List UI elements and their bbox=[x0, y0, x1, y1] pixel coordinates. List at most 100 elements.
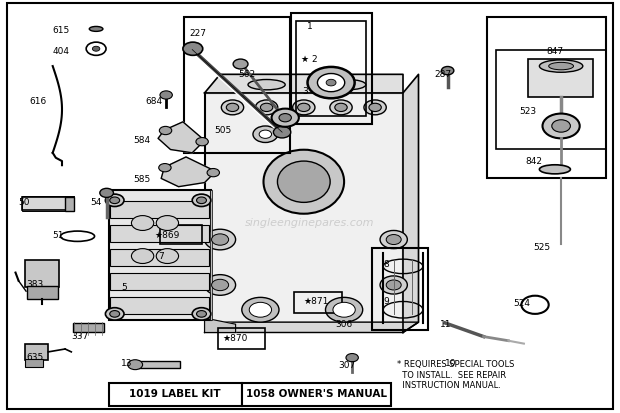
Bar bbox=[25, 344, 48, 360]
Text: 3: 3 bbox=[302, 87, 308, 96]
Text: 5: 5 bbox=[121, 282, 126, 292]
Text: 847: 847 bbox=[547, 47, 564, 56]
Circle shape bbox=[128, 360, 143, 370]
Bar bbox=[110, 273, 209, 290]
Text: 505: 505 bbox=[214, 126, 231, 135]
Bar bbox=[205, 93, 403, 332]
Circle shape bbox=[298, 103, 310, 112]
Bar bbox=[110, 201, 209, 218]
Bar bbox=[110, 249, 209, 266]
Text: 13: 13 bbox=[121, 359, 133, 368]
Circle shape bbox=[205, 275, 236, 295]
Text: 842: 842 bbox=[526, 157, 542, 166]
Bar bbox=[210, 190, 212, 320]
Text: 11: 11 bbox=[440, 320, 452, 329]
Polygon shape bbox=[205, 318, 236, 332]
Text: 227: 227 bbox=[189, 28, 206, 38]
Text: 9: 9 bbox=[384, 297, 389, 306]
Ellipse shape bbox=[539, 60, 583, 72]
Ellipse shape bbox=[278, 161, 330, 202]
Circle shape bbox=[156, 249, 179, 263]
Circle shape bbox=[92, 46, 100, 51]
Circle shape bbox=[380, 276, 407, 294]
Circle shape bbox=[317, 74, 345, 92]
Bar bbox=[496, 50, 606, 149]
Polygon shape bbox=[161, 157, 216, 187]
Circle shape bbox=[192, 308, 211, 320]
Bar bbox=[108, 190, 211, 320]
Circle shape bbox=[156, 216, 179, 230]
Circle shape bbox=[386, 235, 401, 244]
Circle shape bbox=[326, 79, 336, 86]
Circle shape bbox=[159, 126, 172, 135]
Circle shape bbox=[110, 311, 120, 317]
Polygon shape bbox=[158, 122, 205, 153]
Text: 1: 1 bbox=[307, 22, 312, 31]
Bar bbox=[218, 328, 265, 349]
Text: 585: 585 bbox=[133, 175, 151, 184]
Bar bbox=[108, 383, 242, 406]
Circle shape bbox=[335, 103, 347, 112]
Circle shape bbox=[386, 280, 401, 290]
Text: 287: 287 bbox=[434, 70, 451, 79]
Circle shape bbox=[211, 234, 229, 245]
Circle shape bbox=[205, 229, 236, 250]
Circle shape bbox=[131, 216, 154, 230]
Circle shape bbox=[196, 138, 208, 146]
Circle shape bbox=[364, 100, 386, 115]
Bar bbox=[73, 323, 104, 332]
Bar bbox=[160, 225, 202, 244]
Circle shape bbox=[273, 126, 291, 138]
Bar bbox=[22, 197, 74, 210]
Circle shape bbox=[293, 100, 315, 115]
Circle shape bbox=[260, 103, 273, 112]
Circle shape bbox=[105, 194, 124, 206]
Text: 684: 684 bbox=[146, 97, 163, 106]
Bar bbox=[487, 17, 606, 178]
Text: singleenginepares.com: singleenginepares.com bbox=[246, 218, 374, 228]
Bar bbox=[65, 197, 74, 211]
Circle shape bbox=[308, 67, 355, 98]
Text: 1019 LABEL KIT: 1019 LABEL KIT bbox=[130, 389, 221, 399]
Circle shape bbox=[326, 297, 363, 322]
Ellipse shape bbox=[539, 165, 570, 174]
Circle shape bbox=[272, 109, 299, 127]
Polygon shape bbox=[205, 74, 403, 93]
Circle shape bbox=[100, 188, 113, 197]
Circle shape bbox=[552, 120, 570, 132]
Circle shape bbox=[242, 297, 279, 322]
Circle shape bbox=[110, 197, 120, 204]
Bar bbox=[110, 225, 209, 242]
Text: 562: 562 bbox=[239, 70, 256, 79]
Circle shape bbox=[197, 311, 206, 317]
Bar bbox=[184, 17, 290, 153]
Text: 307: 307 bbox=[338, 361, 355, 370]
Ellipse shape bbox=[549, 62, 574, 70]
Bar bbox=[25, 359, 43, 367]
Circle shape bbox=[207, 169, 219, 177]
Text: 616: 616 bbox=[30, 97, 47, 106]
Circle shape bbox=[160, 91, 172, 99]
Text: 8: 8 bbox=[384, 260, 389, 269]
Text: 51: 51 bbox=[53, 231, 64, 240]
Text: 54: 54 bbox=[90, 198, 101, 207]
Text: * REQUIRES SPECIAL TOOLS
  TO INSTALL.  SEE REPAIR
  INSTRUCTION MANUAL.: * REQUIRES SPECIAL TOOLS TO INSTALL. SEE… bbox=[397, 361, 514, 390]
Circle shape bbox=[211, 279, 229, 291]
Circle shape bbox=[221, 100, 244, 115]
Circle shape bbox=[259, 130, 272, 138]
Circle shape bbox=[233, 59, 248, 69]
Text: 523: 523 bbox=[520, 107, 537, 116]
Circle shape bbox=[192, 194, 211, 206]
Bar bbox=[372, 248, 428, 330]
Circle shape bbox=[279, 114, 291, 122]
Text: 337: 337 bbox=[71, 332, 89, 341]
Bar bbox=[110, 297, 209, 314]
Text: 383: 383 bbox=[26, 280, 43, 290]
Circle shape bbox=[105, 308, 124, 320]
Text: 50: 50 bbox=[19, 198, 30, 207]
Text: ★870: ★870 bbox=[223, 334, 248, 343]
Circle shape bbox=[249, 302, 272, 317]
Bar bbox=[296, 21, 366, 116]
Bar bbox=[294, 292, 342, 313]
Text: 306: 306 bbox=[335, 320, 352, 329]
